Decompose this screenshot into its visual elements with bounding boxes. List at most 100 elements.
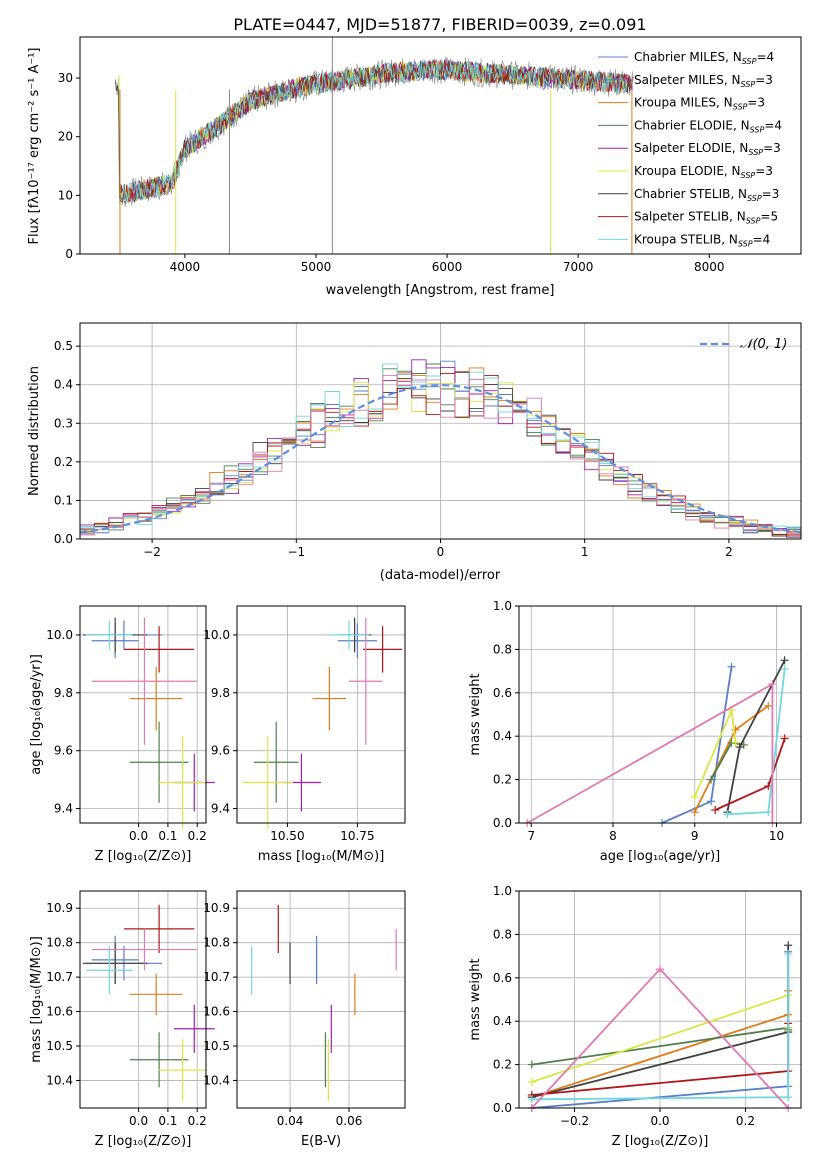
- mass-vs-EBV-ytick-label: 10.8: [203, 936, 230, 950]
- legend-entry-subscript: SSP: [748, 148, 763, 157]
- age-vs-Z-panel: 0.0 0.1 0.2 9.4 9.6 9.8 10.0 Z [log₁₀(Z/Z⊙)] age…: [29, 605, 215, 864]
- legend-entry: Kroupa MILES, NSSP=3: [634, 96, 765, 112]
- massweight-vs-age-ytick-label: 0.8: [493, 642, 512, 656]
- age-vs-Z-ytick-label: 9.8: [54, 686, 73, 700]
- residuals-ytick-label: 0.2: [54, 455, 73, 469]
- ssp-marker: [527, 1077, 536, 1086]
- mass-vs-EBV-panel: 0.04 0.06 10.4 10.5 10.6 10.7 10.8 10.9 E(B-V): [203, 890, 406, 1149]
- errorbar-salpeter-stelib: [123, 904, 195, 953]
- errorbar-chabrier-stelib: [82, 942, 148, 984]
- massweight-vs-age-xtick-label: 9: [691, 829, 699, 843]
- legend-entry-subscript: SSP: [741, 80, 756, 89]
- mass-vs-EBV-ytick-label: 10.4: [203, 1073, 230, 1087]
- residuals-xlabel: (data-model)/error: [380, 568, 501, 583]
- age-vs-mass-axes-frame: [236, 605, 406, 824]
- mass-vs-Z-xlabel: Z [log₁₀(Z/Z⊙)]: [95, 1134, 192, 1149]
- errorbar-pink: [91, 928, 198, 971]
- massweight-vs-age-ytick-label: 0.4: [493, 729, 512, 743]
- legend-entry: Chabrier ELODIE, NSSP=4: [634, 118, 782, 134]
- errorbar-pink: [349, 617, 383, 745]
- ssp-marker: [780, 734, 789, 743]
- residuals-panel: −2 −1 0 1 2 0.0 0.1 0.2 0.3 0.4 0.5 (data-model)/e…: [27, 322, 802, 583]
- ssp-marker: [764, 808, 773, 817]
- spectrum-xtick-label: 6000: [432, 260, 463, 274]
- residuals-xtick-label: −1: [287, 545, 305, 559]
- spectrum-xtick-label: 5000: [301, 260, 332, 274]
- ssp-marker: [707, 797, 716, 806]
- ssp-marker: [784, 941, 793, 950]
- errorbar-kroupa-elodie: [159, 1039, 206, 1102]
- legend-entry-value: =4: [753, 232, 771, 246]
- mass-vs-Z-ylabel: mass [log₁₀(M/M⊙)]: [29, 936, 44, 1063]
- legend-entry-name: Salpeter STELIB, N: [634, 210, 746, 224]
- ssp-marker: [784, 1093, 793, 1102]
- legend-entry-value: =3: [755, 164, 773, 178]
- mass-vs-EBV-plot-area: [251, 904, 397, 1102]
- mass-vs-Z-xtick-label: 0.2: [188, 1114, 207, 1128]
- errorbar-salpeter-stelib: [363, 626, 403, 673]
- ssp-marker: [527, 1095, 536, 1104]
- spectrum-xlabel: wavelength [Angstrom, rest frame]: [326, 283, 555, 298]
- massweight-vs-age-xtick-label: 7: [527, 829, 535, 843]
- residuals-ylabel: Normed distribution: [27, 366, 42, 496]
- ssp-marker: [527, 1060, 536, 1069]
- ssp-marker: [784, 949, 793, 958]
- legend-entry-name: Chabrier ELODIE, N: [634, 118, 750, 132]
- mass-vs-EBV-axes-frame: [236, 890, 406, 1109]
- age-vs-mass-xtick-label: 10.50: [270, 829, 304, 843]
- age-vs-mass-plot-area: [242, 617, 403, 829]
- legend-entry-name: Salpeter ELODIE, N: [634, 141, 748, 155]
- massweight-vs-age-ytick-label: 0.0: [493, 816, 512, 830]
- massweight-vs-Z-ytick-label: 0.6: [493, 971, 512, 985]
- massweight-vs-Z-ytick-label: 0.4: [493, 1014, 512, 1028]
- errorbar-salpeter-stelib: [123, 626, 195, 673]
- age-vs-Z-ylabel: age [log₁₀(age/yr)]: [29, 654, 44, 775]
- massweight-vs-Z-xtick-label: 0.0: [650, 1114, 669, 1128]
- legend-entry: Salpeter STELIB, NSSP=5: [634, 210, 778, 226]
- mass-vs-Z-ytick-label: 10.9: [46, 901, 73, 915]
- errorbar-chabrier-elodie: [253, 721, 299, 803]
- mass-vs-EBV-ytick-label: 10.7: [203, 970, 230, 984]
- errorbar-kroupa-miles: [129, 973, 183, 1015]
- age-vs-mass-ytick-label: 9.8: [211, 686, 230, 700]
- mass-vs-Z-ytick-label: 10.6: [46, 1005, 73, 1019]
- ssp-marker: [735, 743, 744, 752]
- spectrum-plot-area: [115, 37, 634, 254]
- legend-entry-subscript: SSP: [746, 217, 761, 226]
- ssp-line-kroupa-elodie: [693, 706, 737, 798]
- mass-vs-Z-ytick-label: 10.8: [46, 936, 73, 950]
- errorbar-chabrier-elodie: [129, 721, 189, 803]
- massweight-vs-Z-xlabel: Z [log₁₀(Z/Z⊙)]: [612, 1134, 709, 1149]
- legend-entry-value: =4: [764, 118, 782, 132]
- residuals-plot-area: [79, 359, 802, 538]
- errorbar-chabrier-elodie: [129, 1032, 189, 1088]
- massweight-vs-age-plot-area: [523, 656, 789, 827]
- age-vs-Z-ytick-label: 9.4: [54, 802, 73, 816]
- age-vs-Z-xtick-label: 0.1: [158, 829, 177, 843]
- spectrum-ylabel: Flux [fλ10⁻¹⁷ erg cm⁻² s⁻¹ A⁻¹]: [27, 48, 42, 245]
- legend-entry: Chabrier MILES, NSSP=4: [634, 50, 774, 66]
- mass-vs-EBV-ytick-label: 10.9: [203, 901, 230, 915]
- legend-entry-name: Salpeter MILES, N: [634, 73, 741, 87]
- mass-vs-EBV-ytick-label: 10.6: [203, 1005, 230, 1019]
- residuals-ytick-label: 0.5: [54, 339, 73, 353]
- spectrum-xtick-label: 8000: [694, 260, 725, 274]
- legend-entry: Chabrier STELIB, NSSP=3: [634, 187, 779, 203]
- mass-vs-Z-axes-frame: [79, 890, 207, 1109]
- massweight-vs-Z-panel: −0.2 0.0 0.2 0.0 0.2 0.4 0.6 0.8 1.0 Z [log₁₀(Z/Z…: [468, 884, 802, 1149]
- massweight-vs-age-ytick-label: 1.0: [493, 599, 512, 613]
- legend-entry-value: =3: [763, 141, 781, 155]
- massweight-vs-age-xlabel: age [log₁₀(age/yr)]: [600, 849, 721, 864]
- residuals-xtick-label: 1: [581, 545, 589, 559]
- ssp-marker: [656, 965, 664, 974]
- massweight-vs-Z-xtick-label: 0.2: [736, 1114, 755, 1128]
- massweight-vs-age-ylabel: mass weight: [468, 673, 483, 755]
- spectrum-xtick-label: 4000: [170, 260, 201, 274]
- ssp-marker: [727, 662, 736, 671]
- massweight-vs-Z-ytick-label: 0.0: [493, 1101, 512, 1115]
- legend-entry-subscript: SSP: [738, 239, 753, 248]
- massweight-vs-age-xtick-label: 10: [769, 829, 784, 843]
- age-vs-Z-axes-frame: [79, 605, 207, 824]
- ssp-marker: [780, 656, 789, 665]
- age-vs-mass-xtick-label: 10.75: [340, 829, 374, 843]
